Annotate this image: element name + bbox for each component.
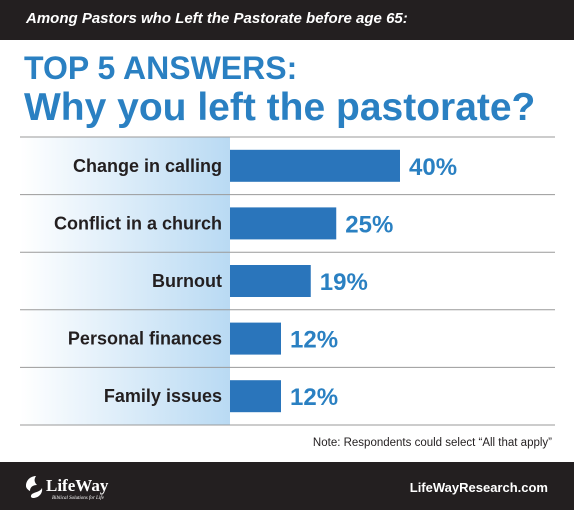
bar [230,380,281,413]
website-url: LifeWayResearch.com [409,480,548,495]
value-label: 12% [290,327,338,354]
headline: TOP 5 ANSWERS: Why you left the pastorat… [24,52,564,127]
title-line-1: TOP 5 ANSWERS: [24,50,298,86]
footnote: Note: Respondents could select “All that… [312,437,552,449]
bar [230,265,311,297]
bottom-banner: LifeWay Biblical Solutions for Life Life… [0,462,574,510]
value-label: 25% [345,211,393,238]
value-label: 19% [320,269,368,296]
category-label: Family issues [104,386,222,406]
bar [230,207,337,240]
category-label: Personal finances [68,329,222,349]
label-column-background [20,137,230,425]
value-label: 40% [409,154,457,181]
lifeway-logo: LifeWay Biblical Solutions for Life [26,476,109,501]
logo-wordmark: LifeWay [46,476,109,495]
value-label: 12% [290,384,338,411]
category-label: Change in calling [73,156,222,176]
category-label: Conflict in a church [54,213,222,233]
bar [230,149,400,182]
title-line-2: Why you left the pastorate? [24,86,536,129]
category-label: Burnout [152,271,222,291]
bar-chart: Change in calling 40% Conflict in a church… [20,136,555,426]
kicker-text: Among Pastors who Left the Pastorate bef… [26,10,408,27]
bar [230,322,281,355]
top-banner: Among Pastors who Left the Pastorate bef… [0,0,574,40]
logo-tagline: Biblical Solutions for Life [52,496,105,501]
